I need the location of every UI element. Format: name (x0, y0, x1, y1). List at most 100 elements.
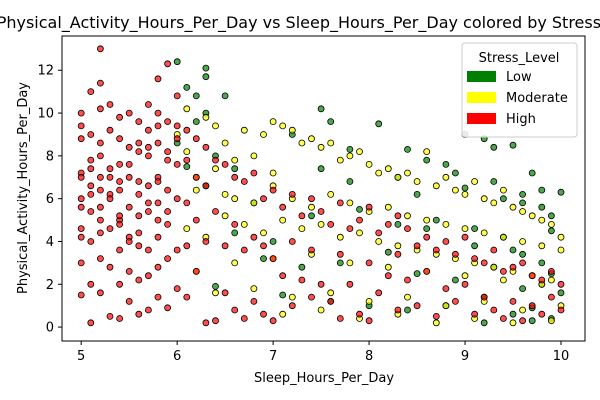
point-moderate (279, 122, 287, 130)
point-moderate (404, 169, 411, 177)
point-moderate (231, 259, 239, 267)
point-low (269, 238, 277, 245)
point-moderate (250, 199, 258, 207)
x-tick-label: 9 (461, 349, 469, 364)
point-moderate (538, 216, 546, 224)
point-high (125, 160, 133, 168)
point-high (97, 216, 104, 224)
point-low (212, 282, 219, 290)
point-low (202, 64, 210, 72)
point-low (480, 319, 488, 327)
point-moderate (557, 233, 565, 241)
point-high (375, 229, 383, 237)
y-tick-label: 10 (37, 107, 54, 122)
point-high (173, 92, 181, 100)
point-high (231, 306, 239, 314)
point-low (528, 169, 536, 177)
y-tick-label: 0 (46, 321, 54, 336)
point-high (480, 293, 488, 301)
point-high (260, 310, 267, 318)
point-low (413, 270, 421, 278)
point-high (231, 220, 239, 228)
point-high (308, 195, 315, 203)
point-moderate (356, 229, 363, 237)
point-high (125, 297, 133, 305)
point-low (356, 205, 363, 213)
point-low (327, 118, 335, 125)
point-high (125, 143, 133, 151)
point-high (480, 259, 488, 267)
point-moderate (288, 126, 296, 134)
point-low (183, 84, 191, 91)
point-moderate (548, 220, 555, 228)
point-high (192, 135, 200, 143)
point-moderate (442, 173, 450, 181)
point-high (279, 272, 287, 280)
point-low (538, 203, 546, 211)
point-high (97, 255, 104, 263)
point-moderate (212, 122, 219, 130)
point-moderate (212, 289, 219, 297)
point-high (327, 220, 335, 228)
point-moderate (519, 208, 526, 215)
point-moderate (480, 229, 488, 237)
point-high (87, 319, 95, 327)
point-high (116, 186, 123, 194)
point-low (538, 186, 546, 194)
point-high (106, 263, 114, 271)
point-low (192, 92, 200, 100)
point-low (499, 195, 507, 203)
point-high (97, 186, 104, 194)
point-high (173, 160, 181, 168)
point-low (423, 156, 431, 164)
point-moderate (461, 225, 469, 233)
point-high (173, 135, 181, 143)
point-high (125, 203, 133, 211)
point-high (423, 233, 431, 241)
point-moderate (365, 160, 373, 168)
point-moderate (183, 148, 191, 156)
point-high (288, 302, 296, 310)
point-high (192, 216, 200, 224)
point-high (413, 302, 421, 310)
point-high (260, 242, 267, 250)
point-high (154, 139, 162, 147)
point-moderate (317, 220, 325, 228)
point-high (490, 306, 498, 314)
legend-title: Stress_Level (479, 51, 560, 66)
point-moderate (346, 152, 354, 160)
point-high (144, 182, 152, 190)
point-high (106, 126, 114, 134)
point-high (432, 246, 440, 254)
point-high (394, 306, 402, 314)
legend: Stress_Level Low Moderate High (461, 42, 578, 138)
point-high (77, 259, 85, 267)
point-high (202, 238, 210, 245)
point-moderate (231, 195, 239, 203)
point-high (87, 156, 95, 164)
point-high (106, 173, 114, 181)
point-moderate (269, 118, 277, 125)
point-high (413, 242, 421, 250)
y-axis: 0 2 4 6 8 10 12 (37, 64, 62, 336)
point-moderate (250, 152, 258, 160)
point-high (87, 165, 95, 173)
point-high (106, 195, 114, 203)
point-high (394, 250, 402, 258)
point-high (116, 135, 123, 143)
point-high (116, 212, 123, 220)
point-high (269, 186, 277, 194)
point-high (356, 310, 363, 318)
point-moderate (183, 105, 191, 113)
point-high (212, 208, 219, 215)
point-high (442, 238, 450, 245)
point-high (432, 312, 440, 320)
point-moderate (528, 212, 536, 220)
y-tick-label: 8 (46, 149, 54, 164)
point-moderate (538, 242, 546, 250)
point-high (154, 178, 162, 185)
point-moderate (336, 233, 344, 241)
point-low (519, 285, 526, 293)
point-high (231, 173, 239, 181)
legend-swatch-high (467, 113, 496, 124)
